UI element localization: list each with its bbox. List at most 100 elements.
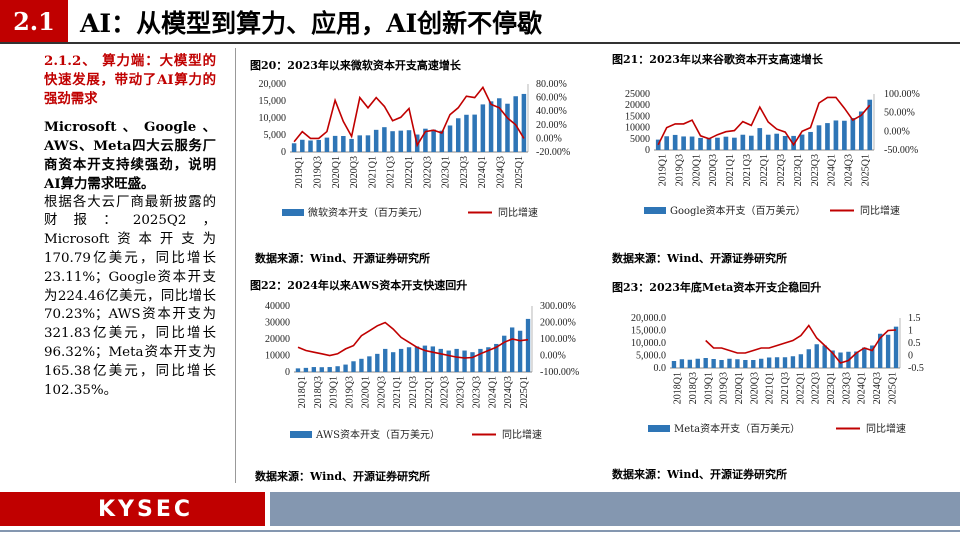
bar	[766, 357, 772, 368]
x-tick-label: 2021Q1	[725, 154, 736, 186]
y-tick-label: 0	[285, 367, 290, 378]
bar	[349, 138, 354, 152]
chart-aws-capex: 40000 30000 20000 10000 0 300.00% 200.00% 100.0…	[265, 301, 579, 441]
y-tick-label: 20000	[625, 100, 650, 111]
bar	[706, 137, 712, 150]
x-tick-label: 2018Q3	[313, 376, 324, 408]
bar	[689, 136, 695, 150]
bar	[830, 350, 835, 368]
bar	[854, 351, 859, 368]
y-tick-label: 15000	[625, 111, 650, 122]
legend-bar-swatch	[648, 425, 670, 432]
legend-line-label: 同比增速	[860, 204, 900, 217]
legend-bar-label: AWS资本开支（百万美元）	[315, 428, 440, 441]
bar	[757, 128, 763, 150]
bar	[822, 345, 827, 368]
y2-tick-label: 0.00%	[540, 351, 566, 362]
section-number: 2.1	[0, 0, 68, 42]
bar	[291, 143, 297, 152]
title-divider	[0, 42, 960, 44]
bar	[398, 130, 404, 152]
bar	[383, 348, 388, 372]
bar	[430, 346, 436, 372]
legend-bar-swatch	[290, 431, 312, 438]
bar	[308, 140, 313, 152]
x-tick-label: 2018Q3	[688, 372, 699, 404]
chart-source-meta: 数据来源：Wind、开源证券研究所	[612, 468, 788, 481]
x-tick-label: 2022Q1	[404, 156, 415, 188]
bar	[357, 135, 363, 152]
bar	[406, 130, 412, 152]
y2-tick-label: 0.00%	[884, 126, 910, 137]
x-tick-label: 2024Q3	[503, 376, 514, 408]
x-tick-label: 2021Q1	[367, 156, 378, 188]
bar	[806, 349, 811, 368]
y-tick-label: 20000	[265, 334, 290, 345]
bar	[870, 345, 875, 368]
x-tick-label: 2023Q3	[841, 372, 852, 404]
bar	[470, 352, 475, 372]
chart-source-microsoft: 数据来源：Wind、开源证券研究所	[255, 252, 431, 265]
x-tick-label: 2021Q3	[386, 156, 397, 188]
bar	[332, 135, 338, 152]
bar	[679, 359, 685, 368]
bar	[671, 361, 677, 368]
bar	[858, 111, 864, 150]
x-tick-label: 2020Q1	[360, 376, 371, 408]
y-tick-label: 0	[645, 145, 650, 156]
bar	[525, 318, 531, 372]
yoy-growth-line	[297, 321, 529, 359]
bar	[808, 131, 813, 150]
bar	[799, 134, 805, 150]
legend-bar-label: Google资本开支（百万美元）	[670, 204, 806, 217]
x-tick-label: 2020Q3	[708, 154, 719, 186]
y2-tick-label: 0	[908, 351, 913, 362]
bar	[711, 359, 716, 368]
bar	[740, 134, 746, 150]
y2-tick-label: 50.00%	[884, 108, 915, 119]
legend-line-label: 同比增速	[498, 206, 538, 219]
bar	[774, 133, 780, 150]
y2-tick-label: -100.00%	[540, 367, 579, 378]
bar	[732, 137, 737, 150]
y2-tick-label: 300.00%	[540, 301, 576, 312]
y2-tick-label: 1	[908, 326, 913, 337]
x-tick-label: 2022Q1	[424, 376, 435, 408]
chart-microsoft-capex: 20,000 15,000 10,000 5,000 0 80.00% 60.00% 40.0…	[259, 79, 571, 219]
x-tick-label: 2021Q3	[408, 376, 419, 408]
bar	[505, 103, 510, 152]
y-tick-label: 10,000	[259, 113, 287, 124]
bar	[521, 93, 527, 152]
bar	[439, 130, 445, 152]
y-tick-label: 10000	[265, 351, 290, 362]
bar	[814, 344, 819, 368]
yoy-growth-line	[705, 324, 897, 364]
x-tick-label: 2023Q1	[826, 372, 837, 404]
bar	[327, 367, 332, 372]
bar	[398, 348, 404, 372]
bar	[365, 135, 371, 152]
y2-tick-label: -50.00%	[884, 145, 918, 156]
chart-source-aws: 数据来源：Wind、开源证券研究所	[255, 470, 431, 483]
bar	[406, 347, 412, 372]
yoy-growth-line	[293, 85, 525, 148]
y2-tick-label: 100.00%	[884, 89, 920, 100]
bar	[791, 135, 796, 150]
y2-tick-label: -0.5	[908, 363, 924, 374]
left-text-column: 2.1.2、 算力端：大模型的快速发展，带动了AI算力的强劲需求 Microso…	[44, 52, 216, 400]
x-tick-label: 2021Q3	[742, 154, 753, 186]
bar	[698, 137, 703, 150]
footer-bar	[270, 492, 960, 526]
bar	[462, 350, 467, 372]
bar	[833, 120, 839, 150]
chart-title-google: 图21：2023年以来谷歌资本开支高速增长	[612, 53, 823, 66]
bar	[390, 131, 395, 152]
x-tick-label: 2023Q1	[456, 376, 467, 408]
bar	[414, 346, 420, 372]
bar	[351, 361, 356, 372]
x-tick-label: 2022Q3	[776, 154, 787, 186]
bar	[782, 357, 788, 368]
x-tick-label: 2024Q1	[857, 372, 868, 404]
kysec-logo: KYSEC	[0, 492, 265, 526]
chart-title-meta: 图23：2023年底Meta资本开支企稳回升	[612, 281, 822, 294]
